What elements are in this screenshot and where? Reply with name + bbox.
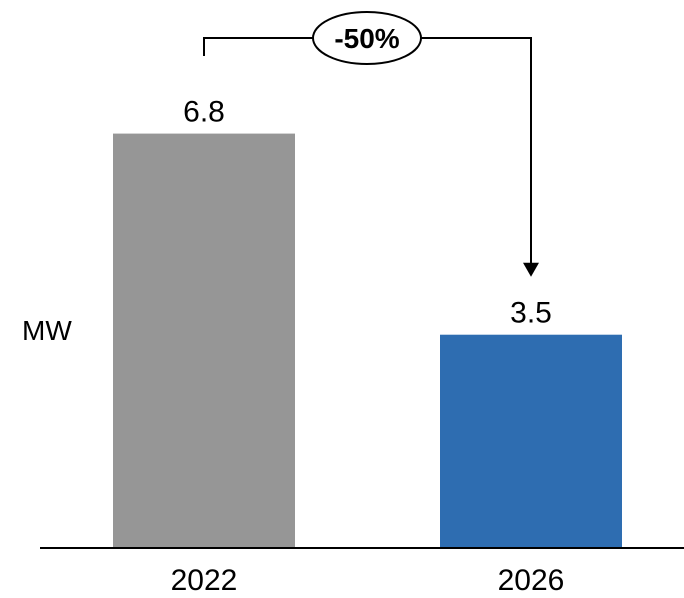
data-label-2022: 6.8	[183, 96, 225, 129]
labels-group: 6.8 2022 3.5 2026	[171, 96, 565, 597]
arrow-down-icon	[523, 262, 539, 277]
change-badge-ellipse	[312, 11, 422, 65]
bar-2022	[113, 133, 295, 548]
data-label-2026: 3.5	[510, 297, 552, 330]
y-axis-label: MW	[22, 315, 72, 346]
bars-group	[113, 133, 622, 548]
x-tick-label-2026: 2026	[498, 564, 565, 597]
x-tick-label-2022: 2022	[171, 564, 238, 597]
change-annotation: -50%	[203, 11, 539, 277]
bar-2026	[440, 334, 622, 548]
change-percent-label: -50%	[334, 23, 399, 54]
